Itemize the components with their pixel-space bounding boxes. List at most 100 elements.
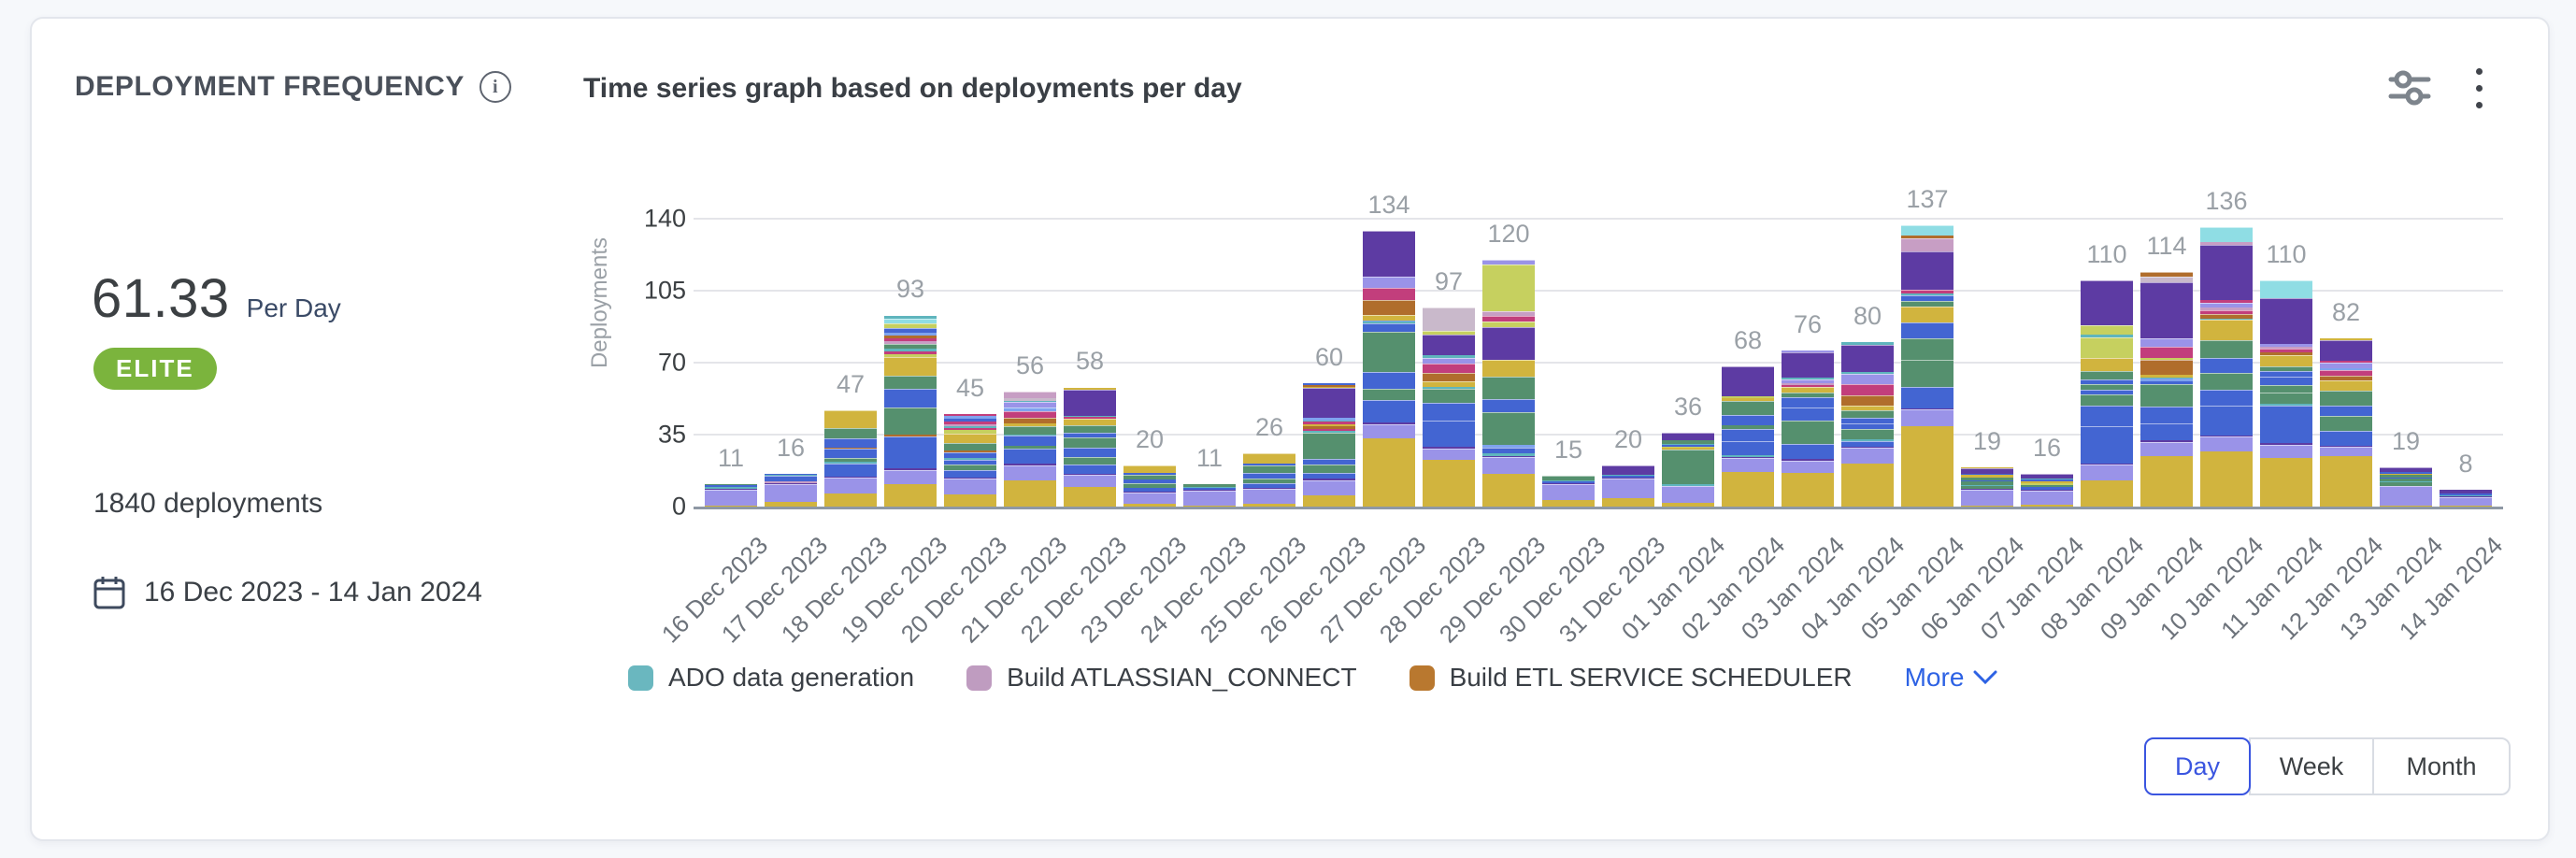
bar-segment [1841,344,1894,372]
bar-segment [1662,447,1714,450]
y-tick-label: 70 [657,348,686,377]
chart-bar[interactable] [2380,467,2432,507]
chart-bar[interactable] [824,409,877,507]
card-title: DEPLOYMENT FREQUENCY i [75,71,512,103]
legend-item[interactable]: ADO data generation [628,663,914,693]
chart-bar[interactable] [1722,366,1774,507]
bar-segment [1961,467,2013,469]
bar-segment [2380,475,2432,478]
bar-segment [1423,358,1475,365]
bar-segment [884,343,937,349]
bar-segment [1004,391,1056,398]
bar-segment [824,463,877,477]
bar-segment [2200,244,2253,300]
bar-segment [765,482,817,484]
bar-segment [1243,473,1295,479]
bar-segment [2200,318,2253,321]
chart-bar[interactable] [1662,432,1714,507]
legend-more-button[interactable]: More [1905,663,1998,693]
bar-segment [1183,486,1236,488]
chart-bar[interactable] [2440,490,2492,507]
chart-bar[interactable] [1064,387,1116,507]
chart-bar[interactable] [1363,231,1415,507]
bar-segment [1183,483,1236,487]
range-day-button[interactable]: Day [2144,737,2251,795]
bar-segment [1782,392,1834,398]
chart-bar[interactable] [2200,226,2253,507]
bar-segment [2081,280,2133,325]
bar-segment [2200,226,2253,243]
chart-bar[interactable] [2140,272,2193,507]
chart-bar[interactable] [2021,473,2073,507]
bar-segment [1423,381,1475,388]
chart-bar[interactable] [1961,467,2013,507]
chart-bar[interactable] [1602,465,1654,507]
info-icon[interactable]: i [479,71,512,103]
bar-segment [1662,449,1714,484]
chart-bar[interactable] [705,483,757,507]
chart-bar[interactable] [1782,350,1834,507]
bar-segment [1004,464,1056,465]
bar-segment [1482,327,1535,361]
chart-bar[interactable] [2081,280,2133,507]
chart-bar[interactable] [1542,476,1595,507]
chart-bar[interactable] [2260,280,2312,507]
chart-bar[interactable] [1123,465,1176,507]
bar-segment [944,426,996,429]
bar-segment [1243,489,1295,505]
bar-segment [1782,387,1834,393]
bar-value-label: 110 [2086,240,2127,268]
gridline [694,218,2503,220]
bar-segment [2320,375,2372,381]
bar-segment [1363,314,1415,321]
bar-segment [705,490,757,506]
chart-bar[interactable] [1423,307,1475,507]
chart-bar[interactable] [884,315,937,507]
bar-segment [2081,379,2133,385]
bar-segment [1841,447,1894,464]
bar-segment [1123,492,1176,505]
bar-segment [2260,346,2312,349]
chart-bar[interactable] [1901,224,1953,507]
bar-segment [884,470,937,484]
bar-segment [1602,498,1654,507]
chart-bar[interactable] [1004,391,1056,507]
bar-segment [1782,378,1834,379]
range-month-button[interactable]: Month [2372,737,2511,795]
chart-bar[interactable] [1482,260,1535,507]
bar-segment [884,407,937,435]
chart-bar[interactable] [1243,452,1295,507]
bar-segment [2140,441,2193,456]
bar-segment [2140,377,2193,379]
bar-segment [1482,448,1535,454]
bar-segment [1722,456,1774,458]
bar-segment [1662,445,1714,447]
bar-segment [1243,478,1295,483]
bar-segment [1722,455,1774,457]
bar-segment [2440,506,2492,507]
bar-segment [1901,386,1953,408]
bar-segment [1363,388,1415,400]
chart-bar[interactable] [2320,337,2372,507]
bar-segment [1782,350,1834,352]
bar-segment [1423,421,1475,448]
bar-segment [824,478,877,493]
deployments-total: 1840 deployments [93,488,323,519]
bar-value-label: 97 [1434,266,1464,295]
deployment-frequency-card: DEPLOYMENT FREQUENCY i Time series graph… [30,17,2550,841]
chart-bar[interactable] [1303,383,1355,507]
bar-segment [1901,425,1953,507]
bar-segment [1004,435,1056,446]
legend-item[interactable]: Build ATLASSIAN_CONNECT [966,663,1357,693]
filter-settings-icon[interactable] [2387,65,2432,110]
legend-item[interactable]: Build ETL SERVICE SCHEDULER [1409,663,1853,693]
chart-bar[interactable] [1183,483,1236,507]
chart-bar[interactable] [765,473,817,507]
chart-bar[interactable] [944,414,996,507]
bar-segment [1782,460,1834,474]
chart-bar[interactable] [1841,342,1894,507]
range-week-button[interactable]: Week [2249,737,2374,795]
bar-segment [2380,479,2432,482]
kebab-menu-icon[interactable] [2458,65,2499,110]
bar-segment [1363,287,1415,301]
